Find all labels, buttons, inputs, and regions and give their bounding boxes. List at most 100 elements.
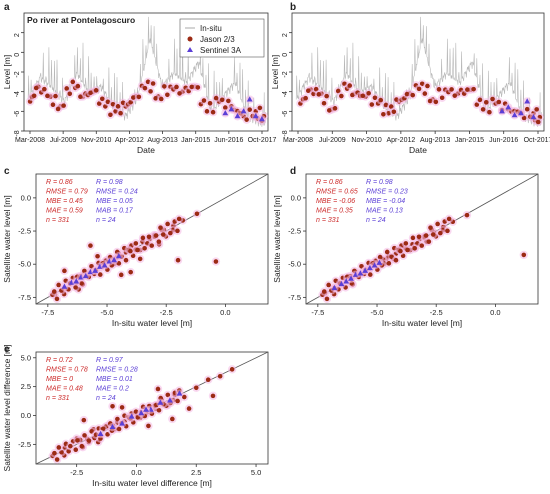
data-point-jason <box>170 416 175 422</box>
data-point-jason <box>115 416 120 422</box>
stat-text: RMSE = 0.23 <box>366 189 408 196</box>
data-point-jason <box>480 107 486 112</box>
x-tick-label: -2.5 <box>160 308 173 317</box>
data-point-jason <box>64 86 69 91</box>
data-point-sentinel <box>119 420 126 426</box>
data-point-jason <box>446 216 452 222</box>
data-point-jason <box>148 89 153 94</box>
data-point-jason <box>93 88 99 93</box>
data-point-sentinel <box>228 106 235 112</box>
data-point-jason <box>88 90 93 96</box>
data-point-jason <box>160 232 166 237</box>
data-point-jason <box>33 85 39 91</box>
data-point-sentinel <box>82 272 89 279</box>
y-tick-label: -5.0 <box>288 260 301 269</box>
y-tick-label: -2.5 <box>18 440 31 449</box>
data-point-jason <box>55 106 61 112</box>
x-tick-label: Oct-2017 <box>524 137 550 144</box>
data-point-jason <box>86 438 92 443</box>
data-point-jason <box>75 83 81 89</box>
stat-text: MBE = -0.04 <box>366 198 405 205</box>
data-point-sentinel <box>128 413 135 419</box>
data-point-jason <box>471 86 476 92</box>
data-point-jason <box>73 447 79 452</box>
data-point-sentinel <box>524 98 531 104</box>
x-axis-label: Date <box>137 145 155 155</box>
data-point-sentinel <box>499 108 505 114</box>
data-point-jason <box>128 269 133 275</box>
stat-text: MAE = 0.48 <box>46 386 83 393</box>
y-tick-label: 0.0 <box>291 193 301 202</box>
data-point-jason <box>79 281 84 286</box>
data-point-jason <box>428 225 433 230</box>
data-point-jason <box>213 259 219 264</box>
data-point-sentinel <box>348 275 354 281</box>
data-point-jason <box>68 443 73 449</box>
data-point-jason <box>54 457 60 462</box>
y-tick-label: -7.5 <box>288 293 301 302</box>
data-point-jason <box>393 257 399 263</box>
data-point-jason <box>350 92 355 98</box>
data-point-jason <box>67 91 73 97</box>
data-point-jason <box>156 407 162 413</box>
stat-text: MAE = 0.59 <box>46 208 83 215</box>
stat-text: R = 0.98 <box>366 179 393 186</box>
stat-text: MAE = 0.35 <box>316 208 353 215</box>
panel-label: b <box>290 2 296 13</box>
legend-label: Sentinel 3A <box>200 46 242 55</box>
data-point-jason <box>535 119 541 125</box>
data-point-sentinel <box>357 270 364 276</box>
stat-text: R = 0.86 <box>46 179 73 186</box>
stat-text: RMSE = 0.78 <box>46 367 88 374</box>
data-point-jason <box>419 243 425 248</box>
x-tick-label: Oct-2017 <box>248 137 277 144</box>
data-point-jason <box>219 97 225 103</box>
data-point-jason <box>391 109 397 115</box>
data-point-jason <box>332 106 338 111</box>
data-point-jason <box>490 96 495 102</box>
data-point-jason <box>100 426 106 432</box>
data-point-sentinel <box>259 116 265 122</box>
data-point-jason <box>130 95 136 100</box>
y-tick-label: -6 <box>282 111 289 117</box>
data-point-jason <box>524 106 530 112</box>
data-point-sentinel <box>343 278 350 284</box>
data-point-jason <box>189 84 195 90</box>
data-point-jason <box>128 248 133 254</box>
data-point-jason <box>110 403 115 409</box>
x-tick-label: Jan-2015 <box>455 137 484 144</box>
data-point-jason <box>181 394 187 400</box>
data-point-jason <box>108 112 113 118</box>
data-point-sentinel <box>222 110 229 116</box>
data-point-jason <box>205 377 211 383</box>
stat-text: n = 331 <box>46 395 70 402</box>
stat-text: MBE = 0.05 <box>96 198 133 205</box>
panel-label: d <box>290 166 296 177</box>
data-point-jason <box>369 102 375 107</box>
x-tick-label: Jun-2016 <box>214 137 243 144</box>
x-tick-label: 0.0 <box>131 468 141 477</box>
data-point-jason <box>75 438 80 443</box>
data-point-jason <box>403 241 409 246</box>
plot-frame <box>305 173 539 305</box>
data-point-jason <box>194 211 200 217</box>
data-point-sentinel <box>143 406 149 412</box>
x-tick-label: Jan-2015 <box>181 137 210 144</box>
x-tick-label: Nov-2010 <box>81 137 111 144</box>
y-tick-label: 2.5 <box>21 382 31 391</box>
data-point-jason <box>438 230 443 236</box>
data-point-jason <box>386 261 392 266</box>
panel-label: e <box>4 344 10 355</box>
data-point-jason <box>416 86 422 92</box>
data-point-jason <box>436 87 442 92</box>
y-tick-label: 0.0 <box>21 411 31 420</box>
y-tick-label: -6 <box>14 111 21 117</box>
data-point-jason <box>427 98 433 104</box>
data-point-sentinel <box>167 397 173 403</box>
data-point-jason <box>404 91 410 97</box>
data-point-jason <box>477 97 483 103</box>
data-point-jason <box>359 263 364 269</box>
y-tick-label: 0.0 <box>21 193 31 202</box>
data-point-jason <box>175 398 180 404</box>
data-point-sentinel <box>157 399 164 405</box>
